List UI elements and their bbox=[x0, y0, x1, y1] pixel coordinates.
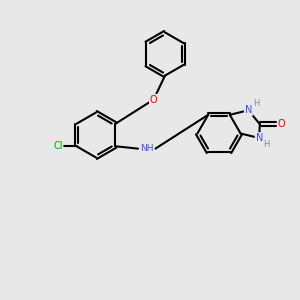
Text: Cl: Cl bbox=[53, 141, 63, 151]
Text: NH: NH bbox=[140, 144, 154, 153]
Text: H: H bbox=[253, 99, 259, 108]
Text: H: H bbox=[263, 140, 270, 149]
Text: O: O bbox=[150, 94, 158, 105]
Text: N: N bbox=[256, 133, 263, 143]
Text: O: O bbox=[278, 119, 286, 129]
Text: N: N bbox=[245, 105, 252, 115]
